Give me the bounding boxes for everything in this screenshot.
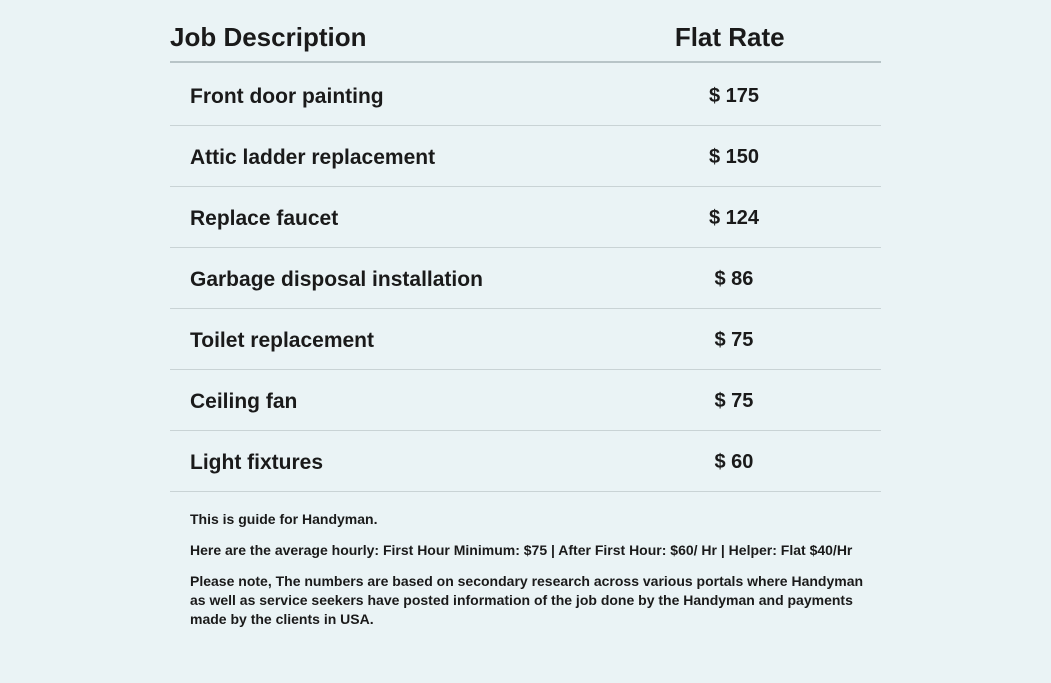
column-header-job: Job Description: [170, 22, 578, 53]
price-table-container: Job Description Flat Rate Front door pai…: [0, 0, 1051, 628]
rate-cell: $ 75: [587, 390, 881, 414]
footer-line: Please note, The numbers are based on se…: [190, 572, 881, 629]
job-cell: Attic ladder replacement: [170, 146, 587, 170]
table-row: Front door painting $ 175: [170, 65, 881, 126]
job-cell: Garbage disposal installation: [170, 268, 587, 292]
rate-cell: $ 86: [587, 268, 881, 292]
table-row: Ceiling fan $ 75: [170, 370, 881, 431]
rate-cell: $ 124: [587, 207, 881, 231]
rate-cell: $ 150: [587, 146, 881, 170]
table-body: Front door painting $ 175 Attic ladder r…: [170, 63, 881, 492]
job-cell: Ceiling fan: [170, 390, 587, 414]
footer-notes: This is guide for Handyman. Here are the…: [170, 492, 881, 628]
column-header-rate: Flat Rate: [578, 22, 881, 53]
rate-cell: $ 60: [587, 451, 881, 475]
job-cell: Front door painting: [170, 85, 587, 109]
rate-cell: $ 75: [587, 329, 881, 353]
job-cell: Toilet replacement: [170, 329, 587, 353]
table-row: Light fixtures $ 60: [170, 431, 881, 492]
rate-cell: $ 175: [587, 85, 881, 109]
job-cell: Light fixtures: [170, 451, 587, 475]
table-header-row: Job Description Flat Rate: [170, 22, 881, 63]
table-row: Replace faucet $ 124: [170, 187, 881, 248]
footer-line: Here are the average hourly: First Hour …: [190, 541, 881, 560]
footer-line: This is guide for Handyman.: [190, 510, 881, 529]
job-cell: Replace faucet: [170, 207, 587, 231]
table-row: Attic ladder replacement $ 150: [170, 126, 881, 187]
table-row: Toilet replacement $ 75: [170, 309, 881, 370]
table-row: Garbage disposal installation $ 86: [170, 248, 881, 309]
